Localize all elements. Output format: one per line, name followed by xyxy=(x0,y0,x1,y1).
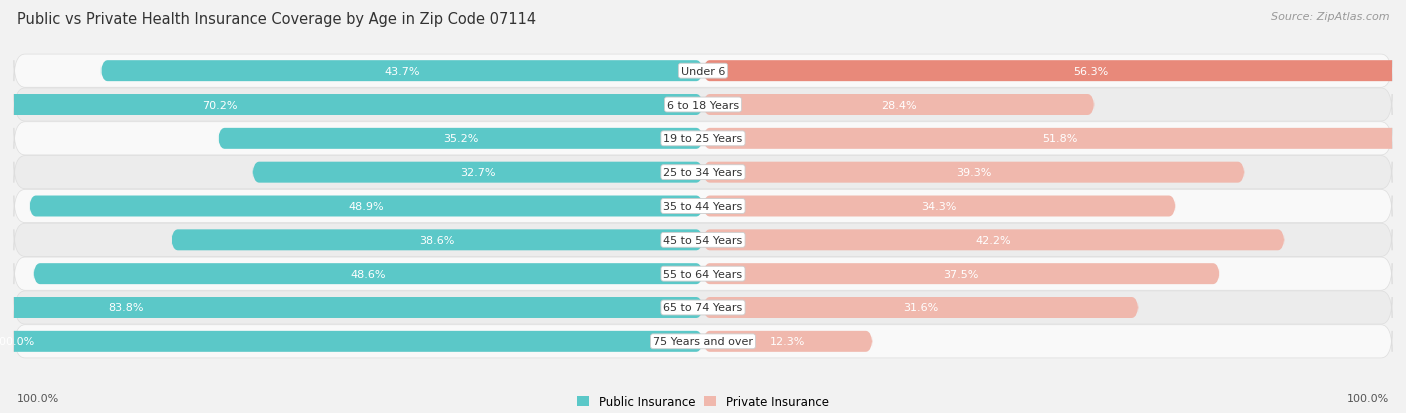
Text: 100.0%: 100.0% xyxy=(1347,393,1389,403)
Text: 70.2%: 70.2% xyxy=(201,100,238,110)
Text: 48.9%: 48.9% xyxy=(349,202,384,211)
FancyBboxPatch shape xyxy=(703,196,1175,217)
Text: 55 to 64 Years: 55 to 64 Years xyxy=(664,269,742,279)
FancyBboxPatch shape xyxy=(218,128,703,150)
Text: 48.6%: 48.6% xyxy=(350,269,385,279)
FancyBboxPatch shape xyxy=(0,297,703,318)
FancyBboxPatch shape xyxy=(703,95,1094,116)
Text: 25 to 34 Years: 25 to 34 Years xyxy=(664,168,742,178)
Text: 35.2%: 35.2% xyxy=(443,134,478,144)
FancyBboxPatch shape xyxy=(0,331,703,352)
Text: Source: ZipAtlas.com: Source: ZipAtlas.com xyxy=(1271,12,1389,22)
Text: 51.8%: 51.8% xyxy=(1042,134,1077,144)
FancyBboxPatch shape xyxy=(172,230,703,251)
Text: 45 to 54 Years: 45 to 54 Years xyxy=(664,235,742,245)
FancyBboxPatch shape xyxy=(14,190,1392,223)
Text: 100.0%: 100.0% xyxy=(0,337,35,347)
FancyBboxPatch shape xyxy=(14,55,1392,88)
Text: 75 Years and over: 75 Years and over xyxy=(652,337,754,347)
FancyBboxPatch shape xyxy=(14,257,1392,290)
Text: 32.7%: 32.7% xyxy=(460,168,495,178)
Text: 19 to 25 Years: 19 to 25 Years xyxy=(664,134,742,144)
FancyBboxPatch shape xyxy=(703,263,1220,285)
Text: 31.6%: 31.6% xyxy=(903,303,938,313)
FancyBboxPatch shape xyxy=(703,230,1285,251)
FancyBboxPatch shape xyxy=(14,123,1392,156)
Text: 56.3%: 56.3% xyxy=(1073,66,1108,76)
Text: Public vs Private Health Insurance Coverage by Age in Zip Code 07114: Public vs Private Health Insurance Cover… xyxy=(17,12,536,27)
FancyBboxPatch shape xyxy=(703,162,1244,183)
Text: 12.3%: 12.3% xyxy=(770,337,806,347)
FancyBboxPatch shape xyxy=(101,61,703,82)
Text: 83.8%: 83.8% xyxy=(108,303,143,313)
FancyBboxPatch shape xyxy=(703,297,1139,318)
Text: 100.0%: 100.0% xyxy=(17,393,59,403)
FancyBboxPatch shape xyxy=(703,61,1406,82)
FancyBboxPatch shape xyxy=(14,89,1392,122)
Text: 43.7%: 43.7% xyxy=(384,66,419,76)
FancyBboxPatch shape xyxy=(253,162,703,183)
FancyBboxPatch shape xyxy=(703,331,873,352)
FancyBboxPatch shape xyxy=(14,156,1392,189)
Text: 35 to 44 Years: 35 to 44 Years xyxy=(664,202,742,211)
FancyBboxPatch shape xyxy=(703,128,1406,150)
Text: 34.3%: 34.3% xyxy=(921,202,957,211)
FancyBboxPatch shape xyxy=(14,291,1392,324)
Text: 39.3%: 39.3% xyxy=(956,168,991,178)
FancyBboxPatch shape xyxy=(34,263,703,285)
Text: 37.5%: 37.5% xyxy=(943,269,979,279)
FancyBboxPatch shape xyxy=(14,224,1392,257)
Legend: Public Insurance, Private Insurance: Public Insurance, Private Insurance xyxy=(578,395,828,408)
Text: 38.6%: 38.6% xyxy=(419,235,454,245)
FancyBboxPatch shape xyxy=(0,95,703,116)
FancyBboxPatch shape xyxy=(30,196,703,217)
Text: Under 6: Under 6 xyxy=(681,66,725,76)
Text: 42.2%: 42.2% xyxy=(976,235,1011,245)
Text: 28.4%: 28.4% xyxy=(880,100,917,110)
FancyBboxPatch shape xyxy=(14,325,1392,358)
Text: 6 to 18 Years: 6 to 18 Years xyxy=(666,100,740,110)
Text: 65 to 74 Years: 65 to 74 Years xyxy=(664,303,742,313)
